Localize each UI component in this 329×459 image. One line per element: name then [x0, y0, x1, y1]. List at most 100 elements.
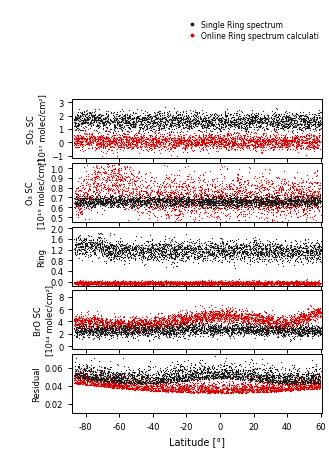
- Point: [124, 281, 130, 288]
- Point: [177, 280, 183, 287]
- Point: [211, 134, 216, 141]
- Point: [261, 280, 266, 287]
- Point: [308, 381, 314, 388]
- Point: [171, 201, 176, 208]
- Point: [101, 202, 106, 210]
- Point: [84, 139, 89, 146]
- Point: [273, 325, 278, 333]
- Point: [268, 315, 274, 323]
- Point: [258, 384, 263, 392]
- Point: [120, 318, 125, 325]
- Point: [147, 323, 152, 330]
- Point: [186, 138, 191, 146]
- Point: [98, 118, 103, 125]
- Point: [272, 322, 277, 330]
- Point: [194, 331, 200, 338]
- Point: [283, 140, 288, 147]
- Point: [246, 120, 252, 128]
- Point: [312, 314, 317, 321]
- Point: [116, 182, 121, 190]
- Point: [72, 279, 78, 286]
- Point: [256, 315, 261, 323]
- Point: [219, 282, 225, 289]
- Point: [114, 170, 119, 178]
- Point: [127, 370, 132, 377]
- Point: [165, 257, 170, 264]
- Point: [86, 318, 91, 325]
- Point: [225, 132, 230, 139]
- Point: [264, 198, 269, 205]
- Point: [170, 278, 176, 285]
- Point: [93, 117, 98, 124]
- Point: [125, 280, 131, 288]
- Point: [90, 331, 95, 338]
- Point: [143, 117, 148, 124]
- Point: [102, 325, 108, 332]
- Point: [257, 201, 262, 208]
- Point: [192, 319, 197, 326]
- Point: [262, 377, 267, 384]
- Point: [157, 378, 163, 386]
- Point: [157, 325, 162, 333]
- Point: [167, 255, 172, 263]
- Point: [107, 280, 112, 287]
- Point: [199, 326, 204, 333]
- Point: [179, 195, 184, 202]
- Point: [132, 322, 137, 330]
- Point: [183, 131, 189, 139]
- Point: [177, 326, 182, 334]
- Point: [181, 279, 186, 286]
- Point: [310, 378, 316, 385]
- Point: [298, 319, 303, 326]
- Point: [118, 371, 123, 379]
- Point: [143, 280, 148, 287]
- Point: [123, 378, 128, 386]
- Point: [108, 324, 114, 331]
- Point: [243, 126, 248, 133]
- Point: [90, 243, 95, 250]
- Point: [72, 329, 77, 336]
- Point: [193, 278, 199, 285]
- Point: [189, 138, 194, 145]
- Point: [262, 126, 267, 134]
- Point: [108, 376, 114, 383]
- Point: [124, 196, 130, 203]
- Point: [114, 111, 120, 118]
- Point: [269, 376, 274, 384]
- Point: [148, 140, 153, 148]
- Point: [193, 308, 199, 315]
- Point: [288, 319, 293, 327]
- Point: [104, 325, 109, 332]
- Point: [172, 199, 178, 207]
- Point: [108, 145, 114, 152]
- Point: [164, 121, 170, 128]
- Point: [317, 258, 322, 265]
- Point: [221, 318, 227, 325]
- Point: [135, 327, 140, 334]
- Point: [129, 140, 135, 147]
- Point: [153, 200, 159, 207]
- Point: [267, 204, 273, 211]
- Point: [114, 130, 119, 138]
- Point: [115, 382, 120, 389]
- Point: [254, 197, 259, 205]
- Point: [224, 385, 230, 392]
- Point: [179, 139, 184, 146]
- Point: [264, 372, 269, 379]
- Point: [126, 366, 132, 373]
- Point: [145, 372, 150, 379]
- Point: [314, 383, 319, 390]
- Point: [130, 247, 135, 254]
- Point: [129, 197, 135, 204]
- Point: [233, 195, 238, 202]
- Point: [307, 375, 312, 382]
- Point: [281, 243, 286, 251]
- Point: [247, 376, 253, 383]
- Point: [242, 371, 248, 378]
- Point: [87, 195, 92, 202]
- Point: [76, 202, 82, 209]
- Point: [178, 315, 184, 323]
- Point: [263, 329, 268, 336]
- Point: [139, 320, 144, 328]
- Point: [291, 123, 296, 130]
